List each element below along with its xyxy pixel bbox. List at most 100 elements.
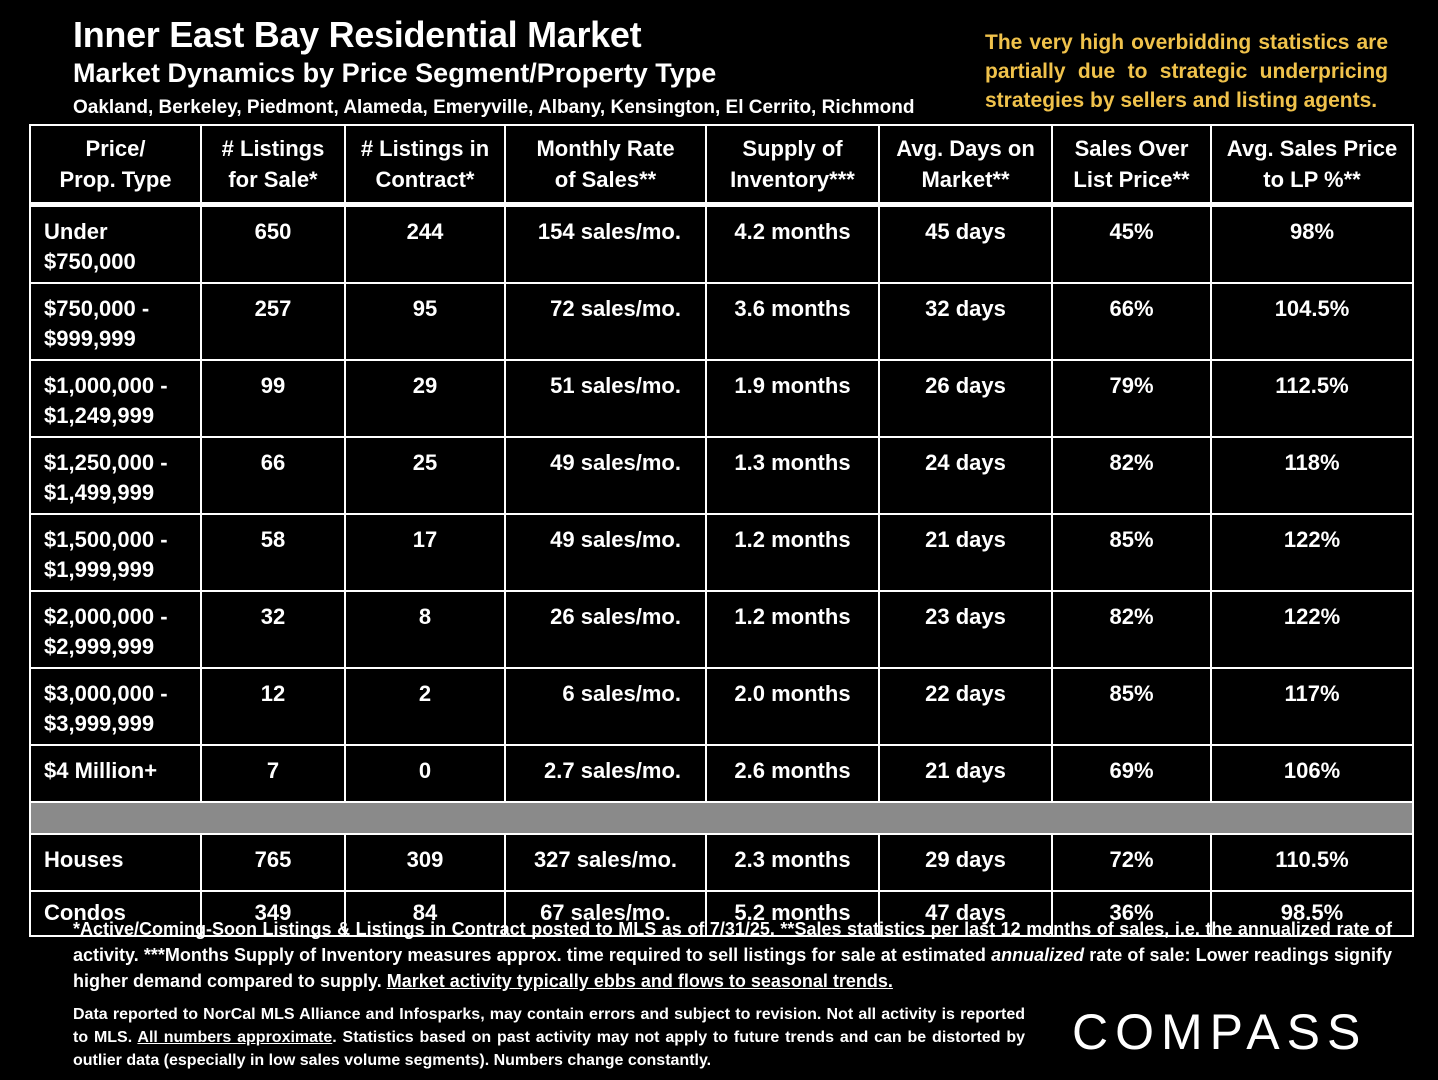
footnote-definitions: *Active/Coming-Soon Listings & Listings … [73,919,1392,991]
listings-cell: 257 [200,282,346,361]
supply-cell: 1.3 months [705,436,880,515]
market-dynamics-table: Price/Prop. Type # Listings for Sale* # L… [29,124,1414,937]
supply-cell: 1.2 months [705,513,880,592]
table-row: $2,000,000 - $2,999,999 32 8 26 sales/mo.… [29,590,1414,669]
table-row: $1,000,000 - $1,249,999 99 29 51 sales/mo… [29,359,1414,438]
price-lp-cell: 110.5% [1210,833,1414,892]
days-cell: 24 days [878,436,1053,515]
table-row: Condos 349 84 67 sales/mo. 5.2 months 47… [29,890,1414,937]
days-cell: 29 days [878,833,1053,892]
over-cell: 72% [1051,833,1212,892]
table-row: $3,000,000 - $3,999,999 12 2 6 sales/mo. … [29,667,1414,746]
table-row: $4 Million+ 7 0 2.7 sales/mo. 2.6 months… [29,744,1414,803]
rate-cell: 6 sales/mo. [504,667,707,746]
col-header-price-type: Price/Prop. Type [29,124,202,207]
supply-cell: 3.6 months [705,282,880,361]
over-cell: 45% [1051,203,1212,284]
contract-cell: 8 [344,590,506,669]
over-cell: 85% [1051,513,1212,592]
page-title: Inner East Bay Residential Market [73,14,642,55]
segment-label: $1,500,000 - $1,999,999 [29,513,202,592]
table-row: $750,000 - $999,999 257 95 72 sales/mo. 3… [29,282,1414,361]
table-row: $1,500,000 - $1,999,999 58 17 49 sales/mo… [29,513,1414,592]
supply-cell: 1.9 months [705,359,880,438]
price-lp-cell: 112.5% [1210,359,1414,438]
days-cell: 21 days [878,744,1053,803]
over-cell: 82% [1051,436,1212,515]
listings-cell: 32 [200,590,346,669]
segment-label: $2,000,000 - $2,999,999 [29,590,202,669]
price-lp-cell: 106% [1210,744,1414,803]
rate-cell: 2.7 sales/mo. [504,744,707,803]
separator-row [29,801,1414,835]
rate-cell: 72 sales/mo. [504,282,707,361]
segment-label: Under $750,000 [29,203,202,284]
listings-cell: 58 [200,513,346,592]
col-header-supply: Supply of Inventory*** [705,124,880,207]
price-lp-cell: 98% [1210,203,1414,284]
over-cell: 85% [1051,667,1212,746]
price-lp-cell: 98.5% [1210,890,1414,937]
days-cell: 26 days [878,359,1053,438]
days-cell: 32 days [878,282,1053,361]
days-cell: 21 days [878,513,1053,592]
supply-cell: 5.2 months [705,890,880,937]
price-lp-cell: 122% [1210,513,1414,592]
supply-cell: 4.2 months [705,203,880,284]
contract-cell: 2 [344,667,506,746]
table-header-row: Price/Prop. Type # Listings for Sale* # L… [29,124,1414,207]
contract-cell: 17 [344,513,506,592]
rate-cell: 49 sales/mo. [504,436,707,515]
segment-label: $4 Million+ [29,744,202,803]
over-cell: 66% [1051,282,1212,361]
col-header-price-lp: Avg. Sales Price to LP %** [1210,124,1414,207]
listings-cell: 7 [200,744,346,803]
listings-cell: 66 [200,436,346,515]
listings-cell: 349 [200,890,346,937]
over-cell: 36% [1051,890,1212,937]
price-lp-cell: 122% [1210,590,1414,669]
days-cell: 45 days [878,203,1053,284]
table-row: Houses 765 309 327 sales/mo. 2.3 months … [29,833,1414,892]
rate-cell: 67 sales/mo. [504,890,707,937]
contract-cell: 95 [344,282,506,361]
segment-label: $1,000,000 - $1,249,999 [29,359,202,438]
contract-cell: 29 [344,359,506,438]
cities-list: Oakland, Berkeley, Piedmont, Alameda, Em… [73,97,915,118]
rate-cell: 51 sales/mo. [504,359,707,438]
table-row: $1,250,000 - $1,499,999 66 25 49 sales/mo… [29,436,1414,515]
rate-cell: 49 sales/mo. [504,513,707,592]
supply-cell: 2.3 months [705,833,880,892]
type-label: Houses [29,833,202,892]
listings-cell: 12 [200,667,346,746]
col-header-days: Avg. Days on Market** [878,124,1053,207]
col-header-listings: # Listings for Sale* [200,124,346,207]
type-label: Condos [29,890,202,937]
footnote-disclaimer: Data reported to NorCal MLS Alliance and… [73,1006,1025,1069]
over-cell: 79% [1051,359,1212,438]
supply-cell: 2.0 months [705,667,880,746]
page-subtitle: Market Dynamics by Price Segment/Propert… [73,58,717,88]
overbidding-note: The very high overbidding statistics are… [985,31,1388,112]
contract-cell: 84 [344,890,506,937]
contract-cell: 0 [344,744,506,803]
table-row: Under $750,000 650 244 154 sales/mo. 4.2 … [29,203,1414,284]
contract-cell: 25 [344,436,506,515]
rate-cell: 327 sales/mo. [504,833,707,892]
supply-cell: 1.2 months [705,590,880,669]
segment-label: $750,000 - $999,999 [29,282,202,361]
days-cell: 23 days [878,590,1053,669]
supply-cell: 2.6 months [705,744,880,803]
price-lp-cell: 104.5% [1210,282,1414,361]
price-lp-cell: 118% [1210,436,1414,515]
segment-label: $1,250,000 - $1,499,999 [29,436,202,515]
contract-cell: 244 [344,203,506,284]
price-lp-cell: 117% [1210,667,1414,746]
separator-bar [29,801,1414,835]
col-header-contract: # Listings in Contract* [344,124,506,207]
segment-label: $3,000,000 - $3,999,999 [29,667,202,746]
days-cell: 47 days [878,890,1053,937]
listings-cell: 765 [200,833,346,892]
rate-cell: 154 sales/mo. [504,203,707,284]
col-header-over: Sales Over List Price** [1051,124,1212,207]
